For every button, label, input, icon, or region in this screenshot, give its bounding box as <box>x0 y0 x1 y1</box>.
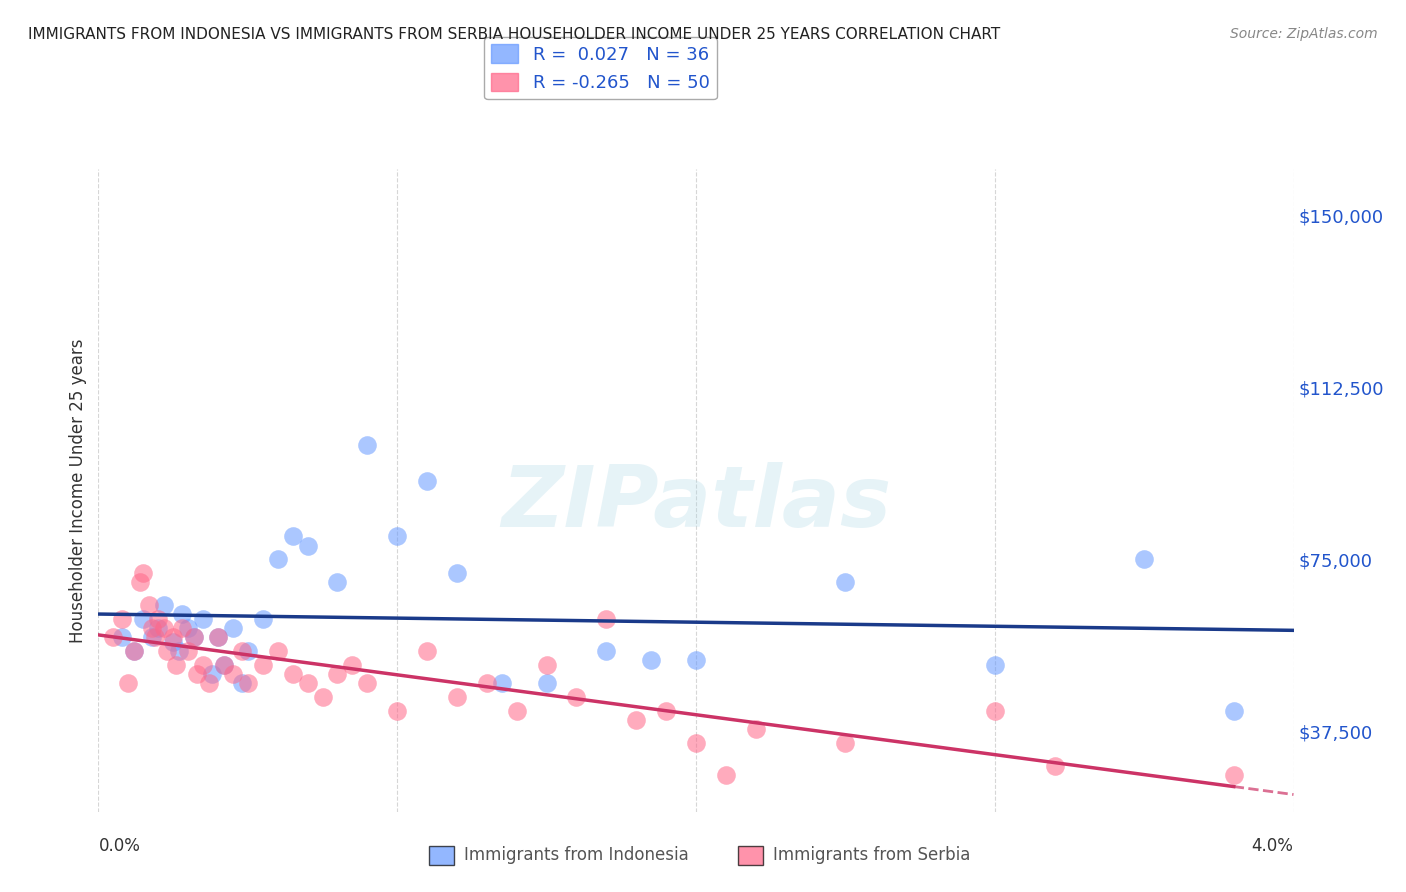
Y-axis label: Householder Income Under 25 years: Householder Income Under 25 years <box>69 338 87 643</box>
Point <box>198 676 221 690</box>
Point <box>103 631 125 645</box>
Text: Immigrants from Serbia: Immigrants from Serbia <box>773 847 970 864</box>
Point <box>124 644 146 658</box>
Point <box>356 676 378 690</box>
Point <box>536 676 558 690</box>
Point <box>984 704 1007 718</box>
Point <box>172 607 194 622</box>
Point <box>177 621 200 635</box>
Text: ZIPatlas: ZIPatlas <box>501 462 891 545</box>
Point <box>297 676 319 690</box>
Point <box>153 599 176 613</box>
Point <box>148 612 170 626</box>
Point <box>446 566 468 581</box>
Point <box>745 722 768 736</box>
Point <box>177 644 200 658</box>
Point <box>141 631 163 645</box>
Point <box>252 612 274 626</box>
Point <box>1222 768 1246 782</box>
Point <box>129 575 152 590</box>
Point <box>167 644 190 658</box>
Point <box>165 657 187 672</box>
Point <box>153 621 176 635</box>
Point <box>685 653 707 667</box>
Point <box>595 644 617 658</box>
Text: Immigrants from Indonesia: Immigrants from Indonesia <box>464 847 689 864</box>
Point <box>212 657 235 672</box>
Text: Source: ZipAtlas.com: Source: ZipAtlas.com <box>1230 27 1378 41</box>
Point <box>281 529 304 543</box>
Text: 0.0%: 0.0% <box>98 838 141 855</box>
Point <box>231 676 253 690</box>
Point <box>183 631 205 645</box>
Point <box>162 635 184 649</box>
Point <box>183 631 205 645</box>
Point <box>416 644 439 658</box>
Point <box>236 676 259 690</box>
Point <box>506 704 529 718</box>
Point <box>111 631 134 645</box>
Point <box>231 644 253 658</box>
Point <box>212 657 235 672</box>
Point <box>132 566 155 581</box>
Point <box>491 676 513 690</box>
Point <box>156 644 179 658</box>
Point <box>655 704 678 718</box>
Point <box>640 653 662 667</box>
Point <box>172 621 194 635</box>
Point <box>326 667 349 681</box>
Point <box>191 657 214 672</box>
Text: IMMIGRANTS FROM INDONESIA VS IMMIGRANTS FROM SERBIA HOUSEHOLDER INCOME UNDER 25 : IMMIGRANTS FROM INDONESIA VS IMMIGRANTS … <box>28 27 1001 42</box>
Point <box>834 736 856 750</box>
Point <box>385 704 409 718</box>
Point <box>356 438 378 452</box>
Point <box>191 612 214 626</box>
Point <box>416 475 439 489</box>
Point <box>1133 552 1156 566</box>
Point <box>311 690 333 704</box>
Point <box>342 657 364 672</box>
Point <box>201 667 224 681</box>
Point <box>186 667 208 681</box>
Point <box>132 612 155 626</box>
Point <box>267 644 290 658</box>
Point <box>141 621 163 635</box>
Point <box>148 621 170 635</box>
Point <box>385 529 409 543</box>
Point <box>162 631 184 645</box>
Point <box>685 736 707 750</box>
Point <box>326 575 349 590</box>
Point <box>536 657 558 672</box>
Text: 4.0%: 4.0% <box>1251 838 1294 855</box>
Point <box>222 667 245 681</box>
Point <box>297 539 319 553</box>
Point <box>138 599 160 613</box>
Legend: R =  0.027   N = 36, R = -0.265   N = 50: R = 0.027 N = 36, R = -0.265 N = 50 <box>484 37 717 99</box>
Point <box>124 644 146 658</box>
Point <box>714 768 737 782</box>
Point <box>207 631 229 645</box>
Point <box>222 621 245 635</box>
Point <box>475 676 498 690</box>
Point <box>236 644 259 658</box>
Point <box>834 575 856 590</box>
Point <box>626 713 648 727</box>
Point <box>281 667 304 681</box>
Point <box>117 676 139 690</box>
Point <box>207 631 229 645</box>
Point <box>565 690 588 704</box>
Point <box>1043 759 1066 773</box>
Point <box>1222 704 1246 718</box>
Point <box>111 612 134 626</box>
Point <box>252 657 274 672</box>
Point <box>143 631 166 645</box>
Point <box>984 657 1007 672</box>
Point <box>267 552 290 566</box>
Point <box>595 612 617 626</box>
Point <box>446 690 468 704</box>
